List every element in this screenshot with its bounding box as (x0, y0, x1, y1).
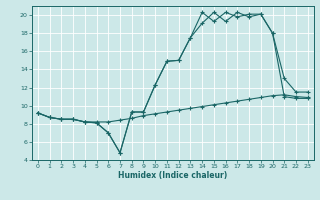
X-axis label: Humidex (Indice chaleur): Humidex (Indice chaleur) (118, 171, 228, 180)
